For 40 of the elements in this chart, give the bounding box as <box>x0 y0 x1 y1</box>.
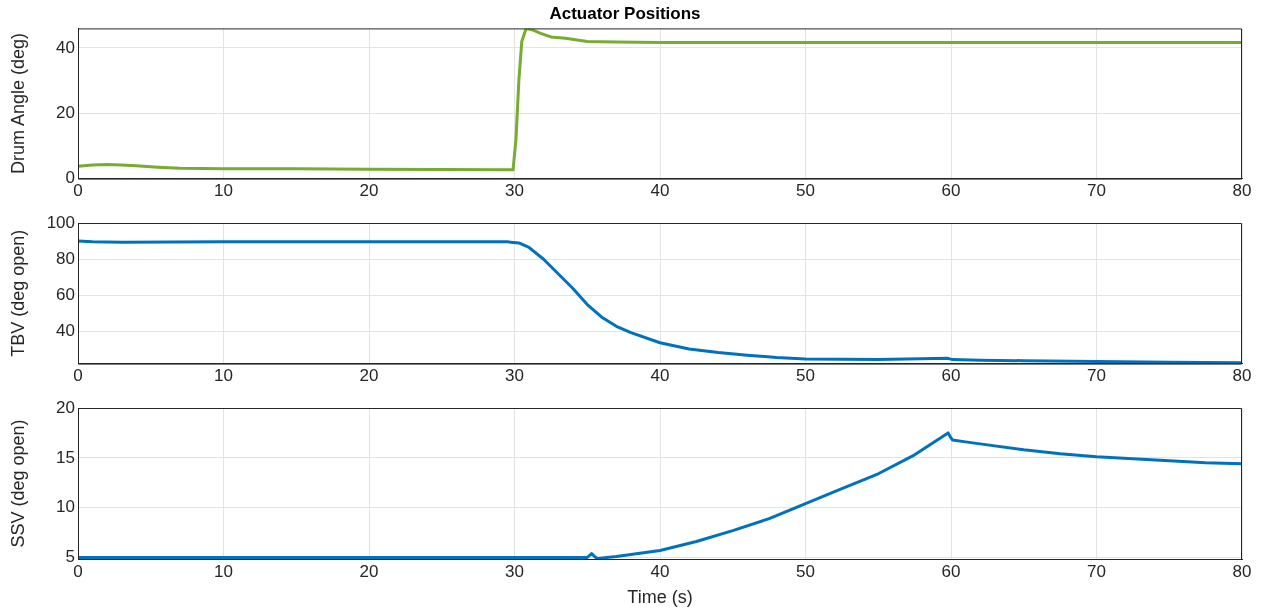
x-tick-label: 50 <box>796 366 815 386</box>
x-tick-label: 40 <box>650 366 670 386</box>
x-tick-label: 70 <box>1087 181 1106 201</box>
x-tick-label: 40 <box>650 181 670 201</box>
x-tick-label: 30 <box>505 561 524 581</box>
chart-title: Actuator Positions <box>549 3 701 23</box>
x-tick-label: 80 <box>1232 181 1252 201</box>
x-tick-label: 10 <box>214 561 233 581</box>
y-tick-label: 100 <box>46 212 75 232</box>
x-tick-label: 50 <box>796 181 815 201</box>
x-tick-label: 20 <box>359 366 379 386</box>
x-tick-label: 30 <box>505 181 524 201</box>
x-tick-label: 60 <box>941 366 961 386</box>
x-tick-label: 70 <box>1087 561 1106 581</box>
y-tick-label: 5 <box>65 547 75 567</box>
y-axis-title: Drum Angle (deg) <box>7 32 28 175</box>
x-tick-label: 80 <box>1232 366 1252 386</box>
x-tick-label: 60 <box>941 181 961 201</box>
y-tick-label: 60 <box>56 285 75 305</box>
x-tick-label: 10 <box>214 181 233 201</box>
x-tick-label: 20 <box>359 181 379 201</box>
y-tick-label: 20 <box>56 102 75 122</box>
x-tick-label: 40 <box>650 561 670 581</box>
x-axis-title: Time (s) <box>627 587 693 608</box>
y-axis-title: TBV (deg open) <box>7 229 28 357</box>
x-tick-label: 30 <box>505 366 524 386</box>
y-tick-label: 20 <box>56 397 75 417</box>
y-tick-label: 40 <box>56 37 75 57</box>
x-tick-label: 80 <box>1232 561 1252 581</box>
x-tick-label: 60 <box>941 561 961 581</box>
x-tick-label: 50 <box>796 561 815 581</box>
y-tick-label: 10 <box>56 497 75 517</box>
y-tick-label: 0 <box>65 168 75 188</box>
x-tick-label: 10 <box>214 366 233 386</box>
y-axis-title: SSV (deg open) <box>7 419 28 548</box>
y-tick-label: 80 <box>56 248 75 268</box>
y-tick-label: 40 <box>56 321 75 341</box>
x-tick-label: 20 <box>359 561 379 581</box>
y-tick-label: 15 <box>56 447 75 467</box>
x-tick-label: 70 <box>1087 366 1106 386</box>
